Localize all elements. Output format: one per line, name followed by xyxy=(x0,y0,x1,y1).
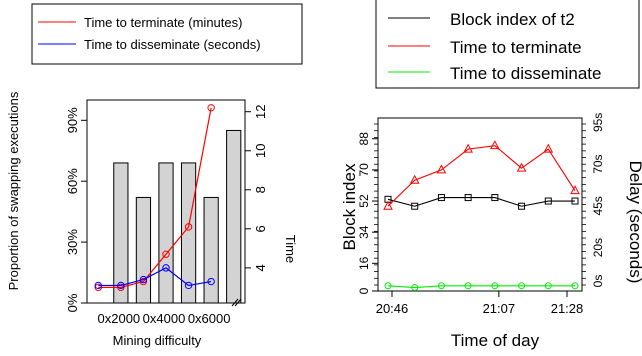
rpoint-block-index-3 xyxy=(464,194,472,202)
line-disseminate xyxy=(98,267,212,287)
point-terminate-3 xyxy=(162,250,170,258)
axis-break-mark-2 xyxy=(234,298,242,307)
bar-0x6000 xyxy=(203,196,219,304)
rpoint-disseminate-3 xyxy=(464,282,472,290)
left-ytick-label-2: 60% xyxy=(65,168,80,194)
rpoint-disseminate-2 xyxy=(437,282,445,290)
left-xtick-label-0: 0x2000 xyxy=(98,311,141,326)
rpoint-block-index-7 xyxy=(571,197,579,205)
rpoint-disseminate-5 xyxy=(518,282,526,290)
point-disseminate-0 xyxy=(94,281,102,290)
rpoint-block-index-1 xyxy=(411,202,419,210)
legend-label-disseminate-r: Time to disseminate xyxy=(450,64,601,83)
legend-label-disseminate: Time to disseminate (seconds) xyxy=(84,37,261,52)
r-left-ytick-label-4: 70 xyxy=(357,163,371,177)
right-axes: 0 16 34 52 70 88 0s 20s 45s 70s 95s 20:46 21:07 21:28 xyxy=(357,113,605,316)
left-x-axis-title: Mining difficulty xyxy=(113,333,202,348)
r-left-ytick-label-0: 0 xyxy=(357,287,371,294)
right-legend: Block index of t2 Time to terminate Time… xyxy=(375,0,640,89)
r-right-ytick-label-2: 45s xyxy=(591,196,605,215)
right-right-axis-title: Delay (seconds) xyxy=(626,161,642,284)
rpoint-disseminate-6 xyxy=(544,282,552,290)
r-left-ytick-label-3: 52 xyxy=(357,194,371,208)
point-disseminate-5 xyxy=(207,277,215,286)
r-right-ytick-label-4: 95s xyxy=(591,113,605,132)
r-xtick-label-0: 20:46 xyxy=(376,301,409,316)
r-left-ytick-label-1: 16 xyxy=(357,256,371,270)
r-left-ytick-label-2: 34 xyxy=(357,225,371,239)
left-ytick-label-0: 0% xyxy=(65,293,80,312)
right-ytick-label-3: 10 xyxy=(253,144,268,158)
legend-label-terminate-r: Time to terminate xyxy=(450,38,582,57)
r-right-ytick-label-0: 0s xyxy=(591,275,605,288)
legend-label-block-index: Block index of t2 xyxy=(450,10,575,29)
rpoint-block-index-6 xyxy=(544,197,552,205)
rpoint-disseminate-0 xyxy=(384,282,392,290)
rpoint-disseminate-7 xyxy=(571,282,579,290)
right-x-axis-title: Time of day xyxy=(451,331,540,350)
right-y-axis-title: Block index xyxy=(340,163,359,250)
legend-label-terminate: Time to terminate (minutes) xyxy=(84,15,242,30)
r-right-ytick-label-3: 70s xyxy=(591,154,605,173)
bar-0x2000 xyxy=(113,162,129,304)
rpoint-block-index-2 xyxy=(437,194,445,202)
bar-0x7000 xyxy=(226,129,242,304)
bar-0x4000 xyxy=(158,162,174,304)
rpoint-block-index-4 xyxy=(491,194,499,202)
rpoint-terminate-5 xyxy=(516,162,527,172)
rpoint-terminate-1 xyxy=(409,174,420,184)
rpoint-block-index-5 xyxy=(518,202,526,210)
rpoint-terminate-2 xyxy=(436,164,447,174)
left-ytick-label-3: 90% xyxy=(65,107,80,133)
line-terminate xyxy=(98,107,212,288)
rpoint-terminate-6 xyxy=(543,143,554,153)
rpoint-terminate-0 xyxy=(383,200,393,210)
axis-break-mark-1 xyxy=(231,298,239,307)
bar-0x3000 xyxy=(135,196,152,304)
rpoint-terminate-3 xyxy=(463,143,473,153)
point-terminate-1 xyxy=(117,283,125,292)
left-chart: Time to terminate (minutes) Time to diss… xyxy=(6,3,303,348)
left-right-axis-title: Time xyxy=(283,235,298,263)
point-disseminate-4 xyxy=(184,281,193,290)
rpoint-terminate-4 xyxy=(490,140,500,150)
point-terminate-4 xyxy=(184,223,193,231)
right-ytick-label-4: 12 xyxy=(253,104,268,118)
left-ytick-label-1: 30% xyxy=(65,229,80,255)
rline-block-index xyxy=(387,197,575,207)
r-left-ytick-label-5: 88 xyxy=(357,132,371,146)
right-chart: Block index of t2 Time to terminate Time… xyxy=(340,0,642,350)
point-disseminate-1 xyxy=(117,281,125,290)
rline-disseminate xyxy=(387,285,575,289)
point-disseminate-2 xyxy=(139,275,148,284)
r-xtick-label-2: 21:28 xyxy=(551,301,584,316)
point-terminate-0 xyxy=(94,283,102,292)
right-ytick-label-1: 6 xyxy=(253,225,268,232)
point-disseminate-3 xyxy=(162,264,170,272)
bar-0x5000 xyxy=(180,162,197,304)
left-legend: Time to terminate (minutes) Time to diss… xyxy=(31,3,303,65)
rpoint-disseminate-4 xyxy=(491,282,499,290)
rpoint-disseminate-1 xyxy=(411,284,419,292)
point-terminate-2 xyxy=(139,277,148,286)
right-ytick-label-2: 8 xyxy=(253,186,268,193)
right-ytick-label-0: 4 xyxy=(253,264,268,271)
left-xtick-label-2: 0x6000 xyxy=(188,311,231,326)
r-right-ytick-label-1: 20s xyxy=(591,238,605,257)
right-lines xyxy=(383,140,580,292)
left-axes: 0% 30% 60% 90% 4 6 8 10 12 0x2000 0x4000 0x6000 xyxy=(65,104,268,326)
r-xtick-label-1: 21:07 xyxy=(483,301,516,316)
left-lines xyxy=(94,104,215,292)
point-terminate-5 xyxy=(207,104,215,112)
left-bars xyxy=(113,129,242,304)
left-xtick-label-1: 0x4000 xyxy=(143,311,186,326)
rpoint-terminate-7 xyxy=(570,185,580,195)
left-y-axis-title: Proportion of swapping executions xyxy=(6,91,21,290)
